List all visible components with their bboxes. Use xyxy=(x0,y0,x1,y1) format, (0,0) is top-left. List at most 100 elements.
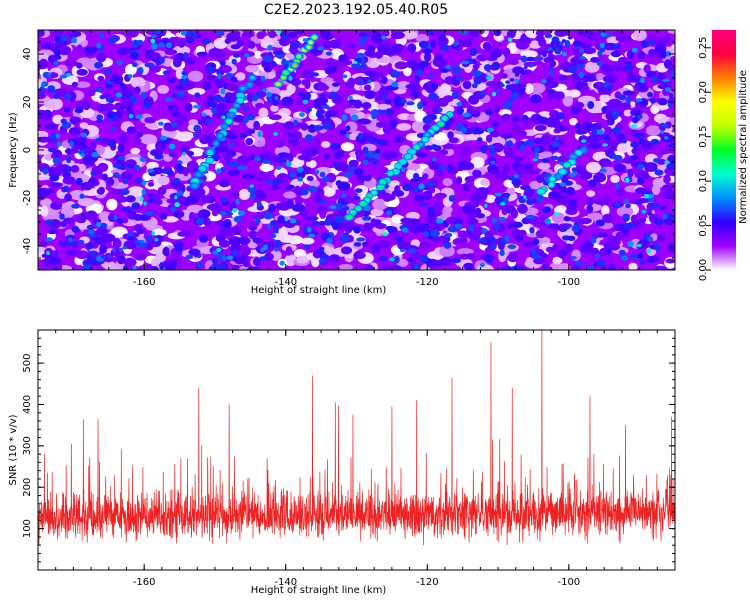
spectrogram-noise-blob xyxy=(663,174,671,184)
spectrogram-noise-blob xyxy=(302,38,308,42)
spectrogram-noise-blob xyxy=(325,51,333,56)
spectrogram-noise-blob xyxy=(218,239,231,248)
spectrogram-noise-blob xyxy=(412,91,419,99)
spectrogram-noise-blob xyxy=(662,192,675,199)
spectrogram-noise-blob xyxy=(158,121,164,126)
spectrogram-noise-blob xyxy=(242,247,252,256)
spectrogram-noise-blob xyxy=(427,74,435,79)
spectrogram-noise-blob xyxy=(399,248,406,253)
spectrogram-noise-blob xyxy=(635,132,646,139)
spectrogram-noise-blob xyxy=(248,154,256,160)
colorbar-label: Normalized spectral amplitude xyxy=(738,70,749,224)
spectrogram-noise-blob xyxy=(625,35,632,44)
spectrogram-noise-blob xyxy=(49,175,60,182)
spectrogram-noise-blob xyxy=(625,203,631,209)
spectrogram-noise-blob xyxy=(668,143,675,149)
spectrogram-noise-blob xyxy=(331,82,340,87)
spectrogram-noise-blob xyxy=(556,112,565,120)
spectrogram-noise-blob xyxy=(310,72,320,77)
spectrogram-noise-blob xyxy=(440,83,452,94)
spectrogram-noise-blob xyxy=(154,154,164,160)
spectrogram-noise-blob xyxy=(477,137,483,142)
spectrogram-noise-blob xyxy=(480,145,487,154)
spectrogram-noise-blob xyxy=(229,236,242,247)
spectrogram-noise-blob xyxy=(607,98,622,109)
spectrogram-noise-blob xyxy=(132,265,137,270)
spectrogram-noise-blob xyxy=(263,244,269,251)
spectrogram-noise-blob xyxy=(390,31,405,40)
spectrogram-noise-blob xyxy=(131,202,141,210)
spectrogram-noise-blob xyxy=(444,232,453,238)
spectrogram-noise-blob xyxy=(456,176,463,185)
spectrogram-noise-blob xyxy=(328,39,342,49)
spectrogram-noise-blob xyxy=(462,184,471,192)
spectrogram-noise-blob xyxy=(304,92,312,100)
spectrogram-noise-blob xyxy=(218,226,233,236)
spectrogram-noise-blob xyxy=(60,118,67,124)
spectrogram-noise-blob xyxy=(292,187,302,194)
spectrogram-ridge-blob xyxy=(495,89,500,94)
spectrogram-noise-blob xyxy=(535,195,545,203)
spectrogram-noise-blob xyxy=(227,133,238,140)
spectrogram-noise-blob xyxy=(541,252,548,259)
spectrogram-noise-blob xyxy=(324,112,333,119)
spectrogram-noise-blob xyxy=(39,86,45,94)
spectrogram-noise-blob xyxy=(611,110,620,119)
spectrogram-noise-blob xyxy=(78,149,87,156)
spectrogram-noise-blob xyxy=(393,95,401,104)
spectrogram-noise-blob xyxy=(596,260,607,266)
spectrogram-noise-blob xyxy=(211,107,218,114)
spectrogram-noise-blob xyxy=(646,40,657,46)
spectrogram-noise-blob xyxy=(300,237,315,245)
spectrogram-noise-blob xyxy=(362,146,369,154)
spectrogram-ridge-blob xyxy=(193,179,197,183)
spectrogram-noise-blob xyxy=(266,91,273,98)
spectrogram-noise-blob xyxy=(339,129,347,135)
spectrogram-noise-blob xyxy=(65,72,72,77)
spectrogram-noise-blob xyxy=(607,242,621,251)
spectrogram-noise-blob xyxy=(319,254,330,260)
spectrogram-noise-blob xyxy=(338,263,353,270)
spectrogram-noise-blob xyxy=(108,213,116,223)
spectrogram-noise-blob xyxy=(664,59,672,69)
spectrogram-noise-blob xyxy=(422,115,433,124)
spectrogram-noise-blob xyxy=(63,93,72,100)
spectrogram-noise-blob xyxy=(343,232,349,237)
spectrogram-noise-blob xyxy=(587,179,598,188)
spectrogram-noise-blob xyxy=(402,183,412,192)
spectrogram-ridge-blob xyxy=(549,183,554,187)
spectrogram-noise-blob xyxy=(202,112,207,117)
spectrogram-noise-blob xyxy=(284,254,297,267)
spectrogram-noise-blob xyxy=(168,151,177,158)
spectrogram-noise-blob xyxy=(144,49,153,59)
spectrogram-noise-blob xyxy=(296,255,309,264)
spectrogram-noise-blob xyxy=(116,196,128,203)
figure-title: C2E2.2023.192.05.40.R05 xyxy=(264,2,448,18)
spectrogram-noise-blob xyxy=(482,41,492,51)
spectrogram-noise-blob xyxy=(291,130,303,141)
spectrogram-noise-blob xyxy=(517,165,525,176)
spectrogram-noise-blob xyxy=(593,172,607,183)
spectrogram-noise-blob xyxy=(45,237,53,242)
spectrogram-ridge-blob xyxy=(570,154,576,159)
spectrogram-noise-blob xyxy=(616,206,634,218)
spectrogram-ridge-blob xyxy=(553,44,558,49)
spectrogram-noise-blob xyxy=(440,68,449,73)
spectrogram-noise-blob xyxy=(38,136,51,143)
spectrogram-noise-blob xyxy=(413,172,420,180)
spectrogram-noise-blob xyxy=(306,175,314,182)
spectrogram-noise-blob xyxy=(109,140,115,148)
spectrogram-noise-blob xyxy=(117,156,126,161)
spectrogram-noise-blob xyxy=(463,262,475,270)
spectrogram-noise-blob xyxy=(453,40,459,46)
spectrogram-noise-blob xyxy=(460,152,467,158)
spectrogram-noise-blob xyxy=(543,57,554,63)
spectrogram-noise-blob xyxy=(249,184,255,188)
spectrogram-noise-blob xyxy=(239,133,248,139)
spectrogram-noise-blob xyxy=(231,191,240,198)
spectrogram-noise-blob xyxy=(229,244,243,252)
spectrogram-noise-blob xyxy=(243,105,249,113)
spectrogram-noise-blob xyxy=(340,246,353,255)
spectrogram-noise-blob xyxy=(81,181,93,191)
spectrogram-noise-blob xyxy=(101,137,110,145)
